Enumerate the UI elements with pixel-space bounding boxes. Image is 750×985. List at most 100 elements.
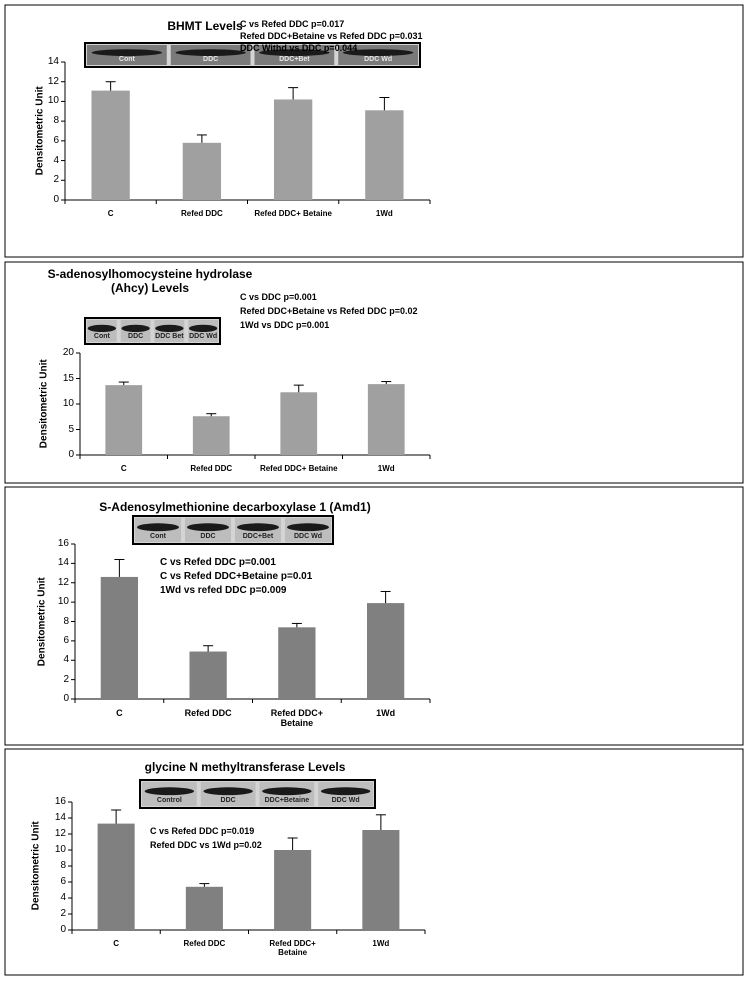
- blot-band: [121, 324, 150, 333]
- error-bar: [291, 622, 302, 628]
- y-tick-label: 14: [47, 56, 59, 67]
- blot-label: Cont: [150, 533, 166, 540]
- bar: [367, 384, 405, 455]
- blot-band: [137, 523, 179, 532]
- error-bar: [288, 87, 299, 100]
- panel-border: [4, 486, 744, 746]
- x-tick-label: Refed DDC+ Betaine: [269, 939, 316, 958]
- y-axis-title: Densitometric Unit: [34, 86, 46, 176]
- chart-title: S-adenosylhomocysteine hydrolase (Ahcy) …: [47, 267, 253, 295]
- y-tick-label: 10: [62, 398, 74, 409]
- blot-label: DDC: [128, 333, 144, 340]
- x-tick-label: 1Wd: [375, 209, 393, 218]
- blot-label: Cont: [118, 56, 135, 63]
- y-axis-title: Densitometric Unit: [38, 359, 50, 449]
- annotation: DDC Withd vs DDC p=0.044: [240, 43, 358, 53]
- x-tick-label: C: [107, 209, 114, 218]
- y-tick-label: 15: [62, 372, 74, 384]
- error-bar: [380, 590, 391, 604]
- annotation: C vs Refed DDC p=0.001: [160, 557, 276, 568]
- blot-band: [320, 787, 371, 796]
- blot-band: [237, 523, 279, 532]
- annotation: C vs DDC p=0.001: [240, 292, 317, 302]
- y-tick-label: 2: [60, 908, 66, 919]
- x-tick-label: Refed DDC+ Betaine: [259, 464, 338, 473]
- y-tick-label: 6: [53, 134, 59, 146]
- x-tick-label: C: [113, 939, 120, 948]
- bar: [278, 627, 316, 699]
- y-tick-label: 8: [53, 115, 59, 127]
- x-tick-label: 1Wd: [372, 939, 390, 948]
- blot-band: [175, 49, 246, 56]
- x-tick-label: C: [120, 464, 127, 473]
- error-bar: [118, 381, 129, 386]
- error-bar: [379, 96, 390, 111]
- panel-border: [4, 4, 744, 258]
- y-axis-title: Densitometric Unit: [30, 821, 42, 911]
- blot-band: [155, 324, 184, 333]
- blot-label: DDC Wd: [294, 533, 322, 540]
- bar: [91, 90, 130, 200]
- y-tick-label: 0: [63, 693, 69, 704]
- y-tick-label: 20: [62, 347, 74, 358]
- error-bar: [203, 645, 214, 652]
- error-bar: [199, 883, 210, 887]
- chart-title: BHMT Levels: [167, 19, 243, 33]
- y-tick-label: 10: [47, 95, 59, 107]
- blot-band: [262, 787, 312, 796]
- x-tick-label: Refed DDC: [190, 464, 233, 473]
- annotation: 1Wd vs DDC p=0.001: [240, 320, 330, 330]
- y-tick-label: 16: [54, 796, 66, 807]
- blot-band: [287, 523, 329, 532]
- y-tick-label: 12: [57, 576, 69, 588]
- error-bar: [293, 384, 304, 393]
- y-tick-label: 14: [57, 557, 69, 569]
- bar: [192, 416, 230, 455]
- bar: [362, 830, 400, 930]
- y-tick-label: 8: [60, 860, 66, 871]
- x-tick-label: Refed DDC: [184, 708, 232, 718]
- annotation: 1Wd vs refed DDC p=0.009: [160, 585, 287, 596]
- blot-label: DDC+Betaine: [264, 797, 310, 804]
- y-tick-label: 2: [53, 174, 59, 186]
- y-tick-label: 12: [54, 828, 66, 839]
- y-tick-label: 8: [63, 615, 69, 627]
- y-tick-label: 10: [54, 844, 66, 855]
- y-tick-label: 4: [60, 892, 66, 903]
- bar: [274, 850, 312, 930]
- blot-band: [87, 324, 117, 333]
- chart-title: glycine N methyltransferase Levels: [144, 760, 346, 774]
- annotation: C vs Refed DDC p=0.017: [240, 19, 345, 29]
- y-tick-label: 4: [63, 654, 69, 666]
- panel-border: [4, 261, 744, 484]
- y-tick-label: 0: [60, 924, 66, 935]
- error-bar: [381, 381, 392, 385]
- blot-band: [188, 324, 218, 333]
- y-tick-label: 6: [63, 634, 69, 646]
- error-bar: [196, 134, 207, 143]
- annotation: Refed DDC vs 1Wd p=0.02: [150, 840, 262, 850]
- error-bar: [105, 81, 116, 91]
- x-tick-label: Refed DDC+ Betaine: [254, 209, 332, 218]
- error-bar: [287, 837, 298, 850]
- x-tick-label: 1Wd: [377, 464, 395, 473]
- bar: [97, 823, 135, 930]
- blot-label: Control: [156, 797, 182, 804]
- panel-border: [4, 748, 744, 976]
- blot-band: [342, 49, 414, 56]
- blot-band: [91, 49, 163, 56]
- annotation: C vs Refed DDC p=0.019: [150, 826, 255, 836]
- bar: [273, 99, 313, 200]
- bar: [100, 576, 139, 699]
- blot-label: DDC: [200, 533, 216, 540]
- blot-label: DDC+Bet: [242, 533, 274, 540]
- bar: [182, 142, 222, 200]
- blot-label: DDC+Bet: [279, 56, 310, 63]
- y-tick-label: 16: [57, 538, 69, 549]
- bar: [280, 392, 318, 455]
- error-bar: [111, 809, 122, 824]
- y-tick-label: 12: [47, 75, 59, 87]
- blot-label: DDC Wd: [189, 333, 218, 340]
- y-tick-label: 5: [68, 423, 74, 435]
